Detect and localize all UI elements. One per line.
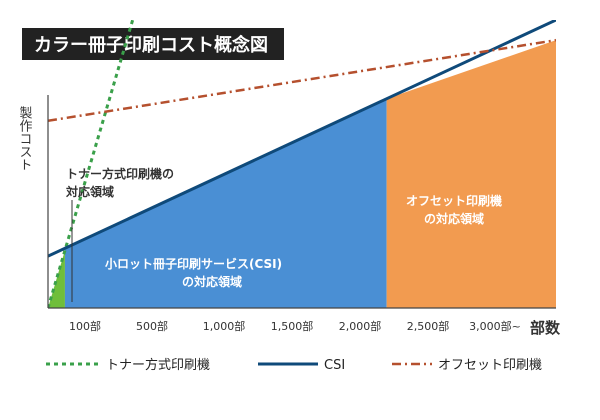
- csi-line: [48, 20, 556, 258]
- x-tick-label: 3,000部~: [469, 319, 521, 333]
- offset-region-label: オフセット印刷機: [406, 193, 502, 208]
- x-tick-label: 100部: [69, 319, 101, 333]
- region-csi: [64, 98, 387, 308]
- y-axis-label: 製作コスト: [17, 106, 33, 171]
- x-axis-label: 部数: [530, 319, 561, 337]
- legend-label: オフセット印刷機: [438, 358, 542, 373]
- toner-region-label: 対応領域: [65, 184, 114, 199]
- offset-region-label: の対応領域: [424, 211, 484, 226]
- region-toner: [48, 250, 65, 308]
- x-tick-label: 500部: [136, 319, 168, 333]
- csi-region-label: の対応領域: [182, 274, 242, 289]
- legend-label: トナー方式印刷機: [106, 357, 210, 373]
- chart-title: カラー冊子印刷コスト概念図: [34, 34, 268, 56]
- title-box: [22, 28, 284, 60]
- x-tick-label: 1,500部: [271, 319, 314, 333]
- toner-region-label: トナー方式印刷機の: [66, 166, 174, 181]
- legend-label: CSI: [324, 358, 345, 373]
- csi-region-label: 小ロット冊子印刷サービス(CSI): [105, 256, 282, 271]
- x-tick-label: 2,000部: [339, 319, 382, 333]
- toner-line: [48, 20, 135, 308]
- x-tick-label: 1,000部: [203, 319, 246, 333]
- x-tick-label: 2,500部: [407, 319, 450, 333]
- region-offset: [386, 40, 556, 308]
